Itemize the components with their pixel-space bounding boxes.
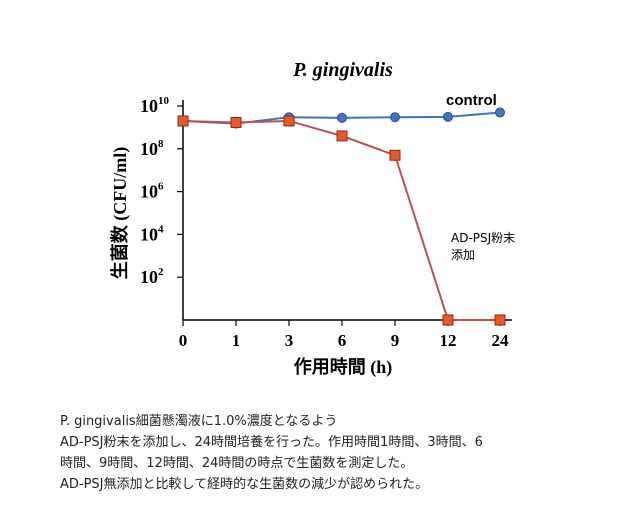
- psj-series-label-line2: 添加: [451, 248, 475, 262]
- caption-line: AD-PSJ無添加と比較して経時的な生菌数の減少が認められた。: [60, 477, 429, 492]
- x-tick-label: 0: [179, 331, 188, 350]
- y-tick-label: 1010: [140, 95, 170, 116]
- caption-line: AD-PSJ粉末を添加し、24時間培養を行った。作用時間1時間、3時間、6: [60, 435, 483, 450]
- x-axis-label: 作用時間 (h): [294, 356, 393, 378]
- control-data-point: [337, 112, 347, 123]
- psj-data-point: [336, 130, 348, 142]
- psj-series-label-line1: AD-PSJ粉末: [451, 231, 515, 245]
- psj-series-line: [182, 119, 500, 321]
- psj-data-point: [442, 314, 454, 326]
- x-tick-label: 9: [391, 331, 400, 350]
- control-series-label: control: [446, 92, 497, 109]
- y-tick-label: 102: [140, 266, 164, 287]
- x-tick-label: 3: [285, 331, 294, 350]
- psj-data-point: [177, 115, 189, 127]
- psj-data-point: [389, 149, 401, 161]
- x-tick-label: 1: [232, 331, 241, 350]
- control-data-point: [443, 111, 453, 122]
- x-tick-label: 6: [338, 331, 347, 350]
- psj-data-point: [283, 115, 295, 127]
- y-tick-label: 104: [140, 223, 164, 244]
- x-tick-label: 24: [492, 331, 510, 350]
- control-data-point: [495, 107, 505, 118]
- x-tick-label: 12: [440, 331, 457, 350]
- chart-title: P. gingivalis: [292, 59, 393, 81]
- y-axis-label: 生菌数 (CFU/ml): [109, 147, 131, 279]
- psj-data-point: [494, 314, 506, 326]
- caption: P. gingivalis細菌懸濁液に1.0%濃度となるよう AD-PSJ粉末を…: [60, 411, 620, 495]
- caption-line: P. gingivalis細菌懸濁液に1.0%濃度となるよう: [60, 414, 338, 429]
- y-tick-label: 106: [140, 181, 164, 202]
- psj-data-point: [230, 116, 242, 128]
- control-data-point: [390, 112, 400, 123]
- chart: P. gingivalis 生菌数 (CFU/ml) 1010108106104…: [109, 59, 515, 378]
- y-tick-label: 108: [140, 138, 164, 159]
- caption-line: 時間、9時間、12時間、24時間の時点で生菌数を測定した。: [60, 456, 414, 471]
